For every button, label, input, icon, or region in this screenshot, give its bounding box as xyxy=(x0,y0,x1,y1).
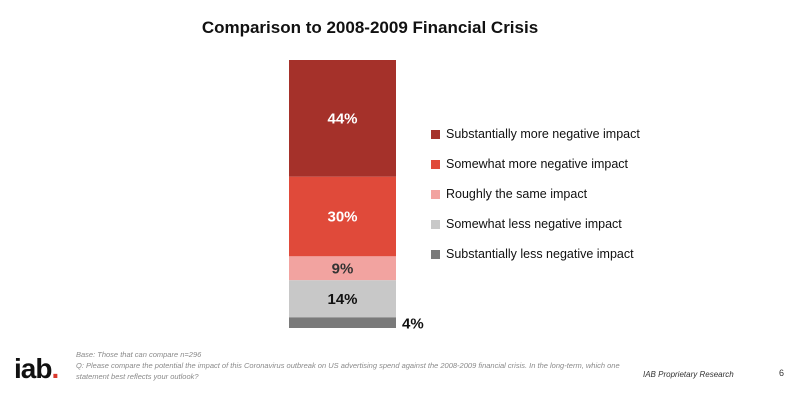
base-note: Base: Those that can compare n=296 xyxy=(76,350,202,359)
legend-item-5: Substantially less negative impact xyxy=(431,239,640,269)
legend-label: Somewhat less negative impact xyxy=(446,217,622,231)
question-note: Q: Please compare the potential the impa… xyxy=(76,361,620,381)
bar-label-5: 4% xyxy=(402,316,424,333)
bar-segment-1 xyxy=(289,60,396,177)
bar-label-1: 44% xyxy=(327,110,357,127)
legend-swatch xyxy=(431,189,440,199)
iab-logo: iab. xyxy=(14,353,59,385)
legend-label: Substantially less negative impact xyxy=(446,247,634,261)
legend-item-4: Somewhat less negative impact xyxy=(431,209,640,239)
bar-label-3: 9% xyxy=(332,260,354,277)
bar-segment-5 xyxy=(289,317,396,328)
legend-swatch xyxy=(431,129,440,139)
legend-label: Roughly the same impact xyxy=(446,187,588,201)
bar-label-4: 14% xyxy=(327,291,357,308)
chart-legend: Substantially more negative impact Somewh… xyxy=(431,119,640,269)
legend-swatch xyxy=(431,249,440,259)
bar-segment-3 xyxy=(289,256,396,281)
legend-swatch xyxy=(431,159,440,169)
chart-title: Comparison to 2008-2009 Financial Crisis xyxy=(201,18,539,37)
logo-text: iab xyxy=(14,353,52,384)
legend-item-3: Roughly the same impact xyxy=(431,179,640,209)
logo-dot: . xyxy=(51,353,59,384)
legend-item-1: Substantially more negative impact xyxy=(431,119,640,149)
legend-item-2: Somewhat more negative impact xyxy=(431,149,640,179)
footnotes: Base: Those that can compare n=296 Q: Pl… xyxy=(76,349,636,382)
bar-segment-4 xyxy=(289,280,396,318)
bar-label-2: 30% xyxy=(327,209,357,226)
bar-segment-2 xyxy=(289,176,396,257)
legend-label: Somewhat more negative impact xyxy=(446,157,629,171)
proprietary-label: IAB Proprietary Research xyxy=(643,370,734,379)
page-number: 6 xyxy=(779,368,785,378)
legend-label: Substantially more negative impact xyxy=(446,127,640,141)
legend-swatch xyxy=(431,219,440,229)
